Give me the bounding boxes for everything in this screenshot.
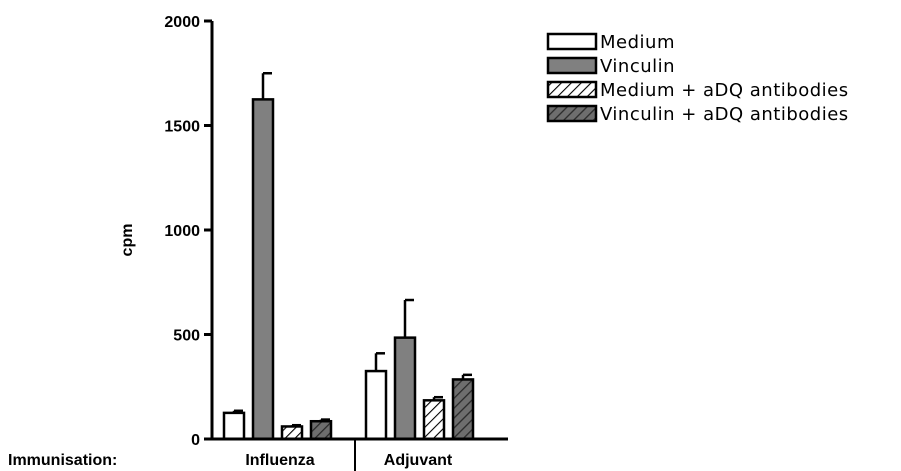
- bar-medium-influenza: [222, 411, 246, 441]
- y-tick-label: 1000: [164, 223, 200, 240]
- legend: Medium Vinculin Medium + aDQ antibodies Vin…: [546, 32, 849, 125]
- y-axis-ticks: 0 500 1000 1500 2000: [164, 14, 212, 449]
- legend-swatch: [546, 104, 598, 123]
- legend-swatch: [546, 56, 598, 75]
- legend-label: Medium: [600, 32, 675, 53]
- y-tick-label: 2000: [164, 14, 200, 31]
- x-category-label: Adjuvant: [384, 452, 453, 469]
- x-axis-title: Immunisation:: [8, 452, 117, 469]
- y-tick-label: 0: [191, 432, 200, 449]
- x-category-labels: Influenza Adjuvant: [245, 452, 453, 469]
- bar-vinculin-influenza: [251, 98, 275, 441]
- bars: [222, 72, 475, 441]
- legend-swatch: [546, 80, 598, 99]
- bar-vinculin-adjuvant: [393, 336, 417, 441]
- legend-label: Vinculin: [600, 56, 675, 77]
- bar-vinculin-adq-antibodies-adjuvant: [451, 378, 475, 441]
- bar-medium-adq-antibodies-adjuvant: [422, 399, 446, 441]
- x-axis: [210, 437, 508, 471]
- y-axis-title: cpm: [119, 224, 136, 257]
- y-tick-label: 1500: [164, 119, 200, 136]
- x-category-label: Influenza: [245, 452, 314, 469]
- legend-label: Vinculin + aDQ antibodies: [600, 104, 849, 125]
- bar-vinculin-adq-antibodies-influenza: [309, 419, 333, 441]
- bar-medium-adjuvant: [364, 369, 388, 441]
- legend-label: Medium + aDQ antibodies: [600, 80, 849, 101]
- bar-medium-adq-antibodies-influenza: [280, 425, 304, 441]
- y-tick-label: 500: [173, 328, 200, 345]
- legend-swatch: [546, 32, 598, 51]
